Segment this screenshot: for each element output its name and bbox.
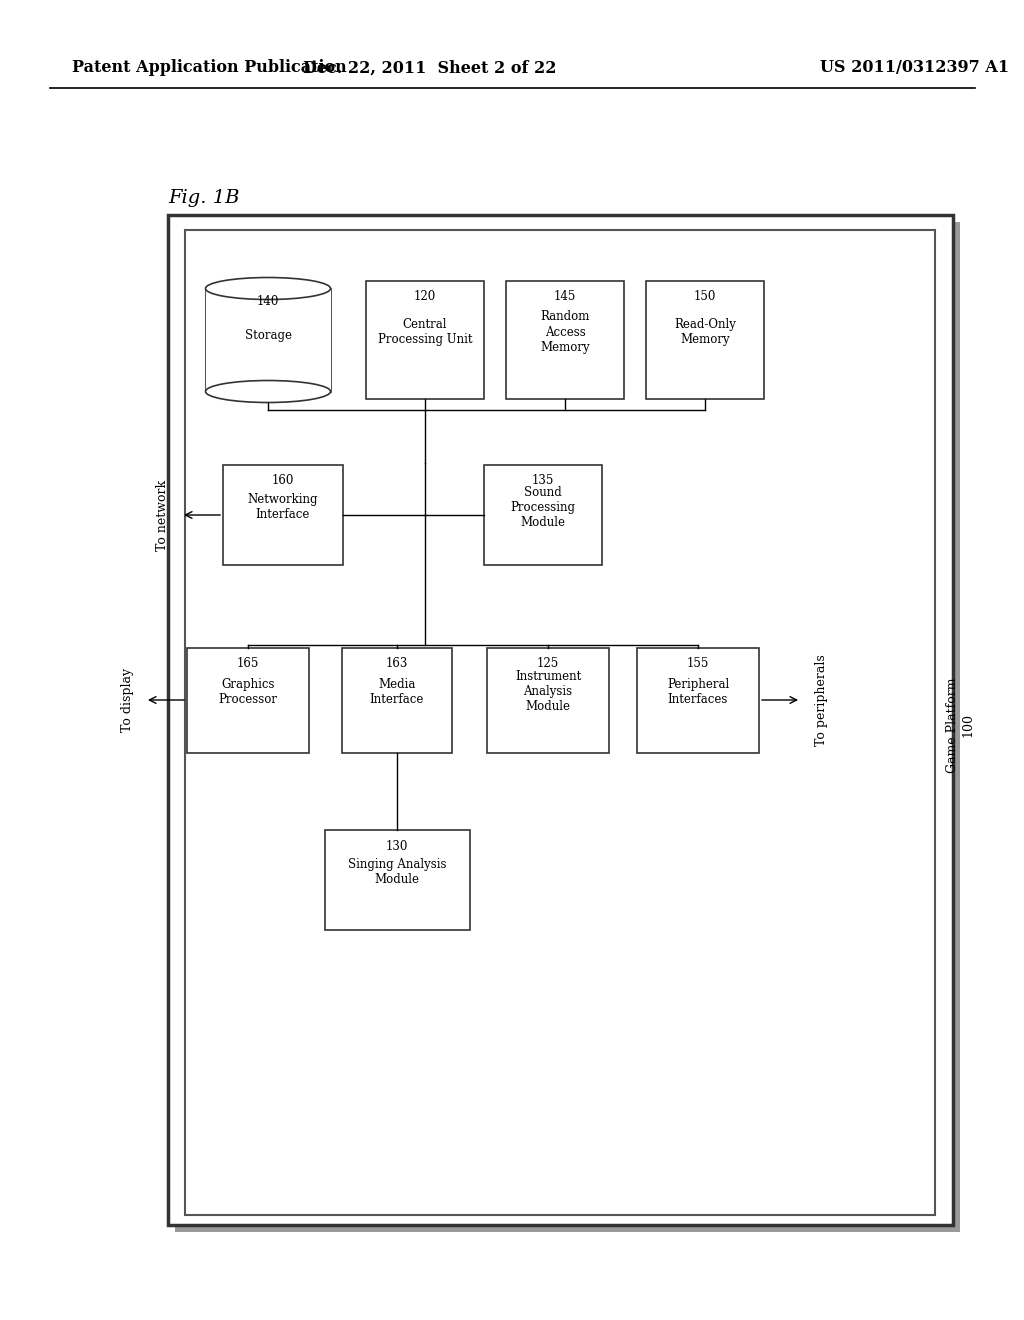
Text: Patent Application Publication: Patent Application Publication (72, 59, 347, 77)
Bar (175, 222, 961, 1232)
Bar (366, 281, 484, 399)
Text: 165: 165 (237, 657, 259, 671)
Bar (487, 648, 609, 752)
Text: 163: 163 (386, 657, 409, 671)
Bar (342, 648, 452, 752)
Text: Storage: Storage (245, 329, 292, 342)
Text: US 2011/0312397 A1: US 2011/0312397 A1 (820, 59, 1009, 77)
Text: Central
Processing Unit: Central Processing Unit (378, 318, 472, 346)
Text: 125: 125 (537, 657, 559, 671)
Text: Media
Interface: Media Interface (370, 678, 424, 706)
Text: Read-Only
Memory: Read-Only Memory (674, 318, 736, 346)
Bar (646, 281, 764, 399)
Text: 130: 130 (386, 840, 409, 853)
Bar (223, 465, 343, 565)
Text: Instrument
Analysis
Module: Instrument Analysis Module (515, 671, 582, 714)
Bar (325, 830, 469, 931)
Bar (187, 648, 309, 752)
Bar (206, 289, 331, 392)
Text: Networking
Interface: Networking Interface (248, 492, 318, 521)
Text: 150: 150 (694, 290, 716, 304)
Text: Graphics
Processor: Graphics Processor (218, 678, 278, 706)
Bar (637, 648, 759, 752)
Text: Fig. 1B: Fig. 1B (168, 189, 240, 207)
Bar (185, 230, 935, 1214)
Ellipse shape (206, 277, 331, 300)
Text: To network: To network (157, 479, 170, 550)
Text: Singing Analysis
Module: Singing Analysis Module (348, 858, 446, 886)
Text: Sound
Processing
Module: Sound Processing Module (511, 486, 575, 528)
Text: 135: 135 (531, 474, 554, 487)
Text: Random
Access
Memory: Random Access Memory (541, 310, 590, 354)
Text: 160: 160 (271, 474, 294, 487)
Bar (168, 215, 953, 1225)
Text: 120: 120 (414, 290, 436, 304)
Ellipse shape (206, 380, 331, 403)
Bar (506, 281, 624, 399)
Text: 145: 145 (554, 290, 577, 304)
Text: 155: 155 (687, 657, 710, 671)
Text: To display: To display (121, 668, 133, 733)
Bar (484, 465, 602, 565)
Text: 140: 140 (257, 294, 280, 308)
Text: Peripheral
Interfaces: Peripheral Interfaces (667, 678, 729, 706)
Text: Dec. 22, 2011  Sheet 2 of 22: Dec. 22, 2011 Sheet 2 of 22 (303, 59, 557, 77)
Text: To peripherals: To peripherals (814, 655, 827, 746)
Text: Game Platform
100: Game Platform 100 (946, 677, 974, 772)
